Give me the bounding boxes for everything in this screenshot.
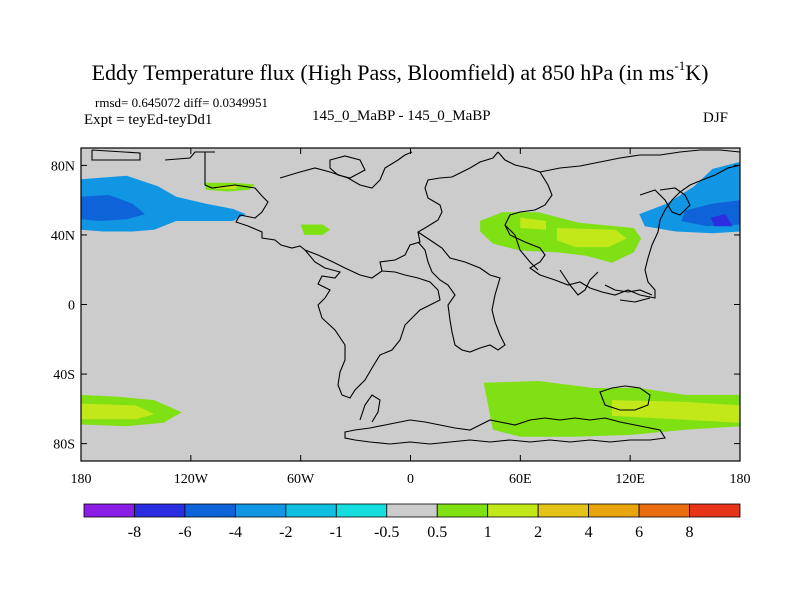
chart-title: Eddy Temperature flux (High Pass, Bloomf… bbox=[91, 58, 709, 85]
colorbar-box bbox=[436, 503, 489, 518]
colorbar-box bbox=[689, 503, 741, 518]
contour-southern-ocean-atlantic-core bbox=[81, 403, 155, 420]
contour-southern-ocean-indian bbox=[483, 381, 740, 437]
x-tick-label: 60W bbox=[287, 472, 315, 487]
contour-north-america-pos bbox=[300, 224, 330, 235]
colorbar-box bbox=[386, 503, 438, 518]
coastline-layer bbox=[91, 149, 740, 445]
contour-southern-ocean-indian-core bbox=[611, 400, 740, 423]
colorbar-box bbox=[487, 503, 539, 518]
colorbar-label: 0.5 bbox=[427, 524, 447, 541]
contour-central-asia-core bbox=[520, 217, 546, 230]
colorbar-label: 4 bbox=[585, 524, 593, 541]
coastline-siberia bbox=[539, 149, 740, 173]
colorbar-box bbox=[134, 503, 186, 518]
colorbar-box bbox=[638, 503, 690, 518]
coastline-hudson-bay bbox=[279, 151, 413, 189]
x-tick-label: 120W bbox=[174, 472, 209, 487]
colorbar-label: -1 bbox=[330, 524, 343, 541]
colorbar-label: -8 bbox=[128, 524, 141, 541]
contour-north-pacific-west-core bbox=[81, 194, 146, 221]
coastline-australia-like bbox=[599, 385, 651, 411]
coastline-kamchatka bbox=[639, 187, 691, 216]
colorbar-box bbox=[234, 503, 287, 518]
colorbar-box bbox=[537, 503, 590, 518]
coastline-arabia bbox=[504, 224, 539, 271]
coastline-africa bbox=[417, 231, 506, 353]
coastline-antarctic-peninsula bbox=[359, 394, 381, 423]
stats-label: rmsd= 0.645072 diff= 0.0349951 bbox=[95, 95, 268, 110]
x-tick-label: 0 bbox=[407, 472, 414, 487]
contour-east-asia-core bbox=[556, 228, 627, 248]
x-tick-label: 180 bbox=[730, 472, 751, 487]
x-tick-label: 120E bbox=[615, 472, 645, 487]
colorbar-label: 1 bbox=[484, 524, 492, 541]
colorbar-box bbox=[184, 503, 236, 518]
x-axis: 180 120W 60W 0 60E 120E 180 bbox=[71, 148, 751, 487]
experiment-label: Expt = teyEd-teyDd1 bbox=[84, 112, 213, 128]
y-tick-label: 40N bbox=[51, 229, 75, 244]
comparison-label: 145_0_MaBP - 145_0_MaBP bbox=[312, 108, 491, 124]
x-tick-label: 180 bbox=[71, 472, 92, 487]
colorbar-label: 6 bbox=[635, 524, 643, 541]
y-tick-label: 80N bbox=[51, 159, 75, 174]
colorbar-label: -6 bbox=[178, 524, 191, 541]
colorbar-label: 2 bbox=[534, 524, 542, 541]
coastline-south-america bbox=[317, 270, 441, 399]
colorbar-label: -4 bbox=[229, 524, 242, 541]
y-tick-label: 0 bbox=[68, 299, 75, 314]
coastline-indonesia bbox=[604, 284, 653, 303]
colorbar-label: -0.5 bbox=[374, 524, 399, 541]
y-tick-label: 40S bbox=[53, 368, 75, 383]
y-axis: 80N 40N 0 40S 80S bbox=[51, 159, 740, 453]
season-label: DJF bbox=[703, 110, 729, 126]
coastline-antarctica bbox=[344, 417, 666, 445]
colorbar-box bbox=[285, 503, 337, 518]
colorbar-box bbox=[83, 503, 135, 518]
colorbar-box bbox=[335, 503, 388, 518]
colorbar-label: 8 bbox=[686, 524, 694, 541]
y-tick-label: 80S bbox=[53, 438, 75, 453]
colorbar-label: -2 bbox=[279, 524, 292, 541]
coastline-central-america bbox=[304, 249, 341, 299]
coastline-eurasia bbox=[497, 151, 740, 299]
x-tick-label: 60E bbox=[509, 472, 532, 487]
colorbar-box bbox=[588, 503, 640, 518]
contour-north-pacific-east-min bbox=[710, 214, 733, 227]
coastline-india bbox=[559, 269, 599, 296]
coastline-greenland bbox=[329, 155, 366, 179]
colorbar: -8 -6 -4 -2 -1 -0.5 0.5 1 2 4 6 8 bbox=[83, 503, 741, 541]
coastline-north-america bbox=[204, 151, 499, 279]
